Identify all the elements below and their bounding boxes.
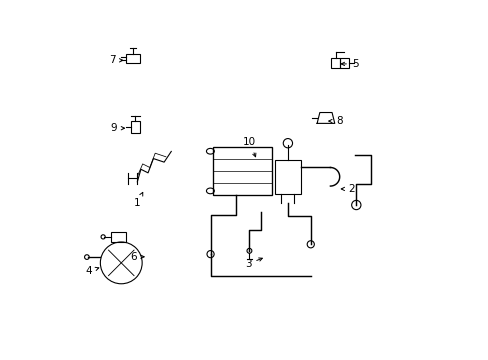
Text: 9: 9 <box>111 123 124 133</box>
Text: 3: 3 <box>244 258 262 269</box>
Bar <box>126 54 140 63</box>
Text: 8: 8 <box>328 116 342 126</box>
Bar <box>331 58 339 68</box>
Bar <box>213 147 272 195</box>
Text: 4: 4 <box>85 266 99 276</box>
Bar <box>131 121 140 133</box>
Text: 1: 1 <box>134 192 142 208</box>
Text: 7: 7 <box>109 55 122 65</box>
Text: 2: 2 <box>341 184 354 194</box>
Bar <box>111 231 125 242</box>
Text: 10: 10 <box>243 138 256 157</box>
Bar <box>340 58 348 68</box>
Bar <box>274 159 300 194</box>
Text: 5: 5 <box>341 59 358 69</box>
Text: 6: 6 <box>130 252 144 262</box>
